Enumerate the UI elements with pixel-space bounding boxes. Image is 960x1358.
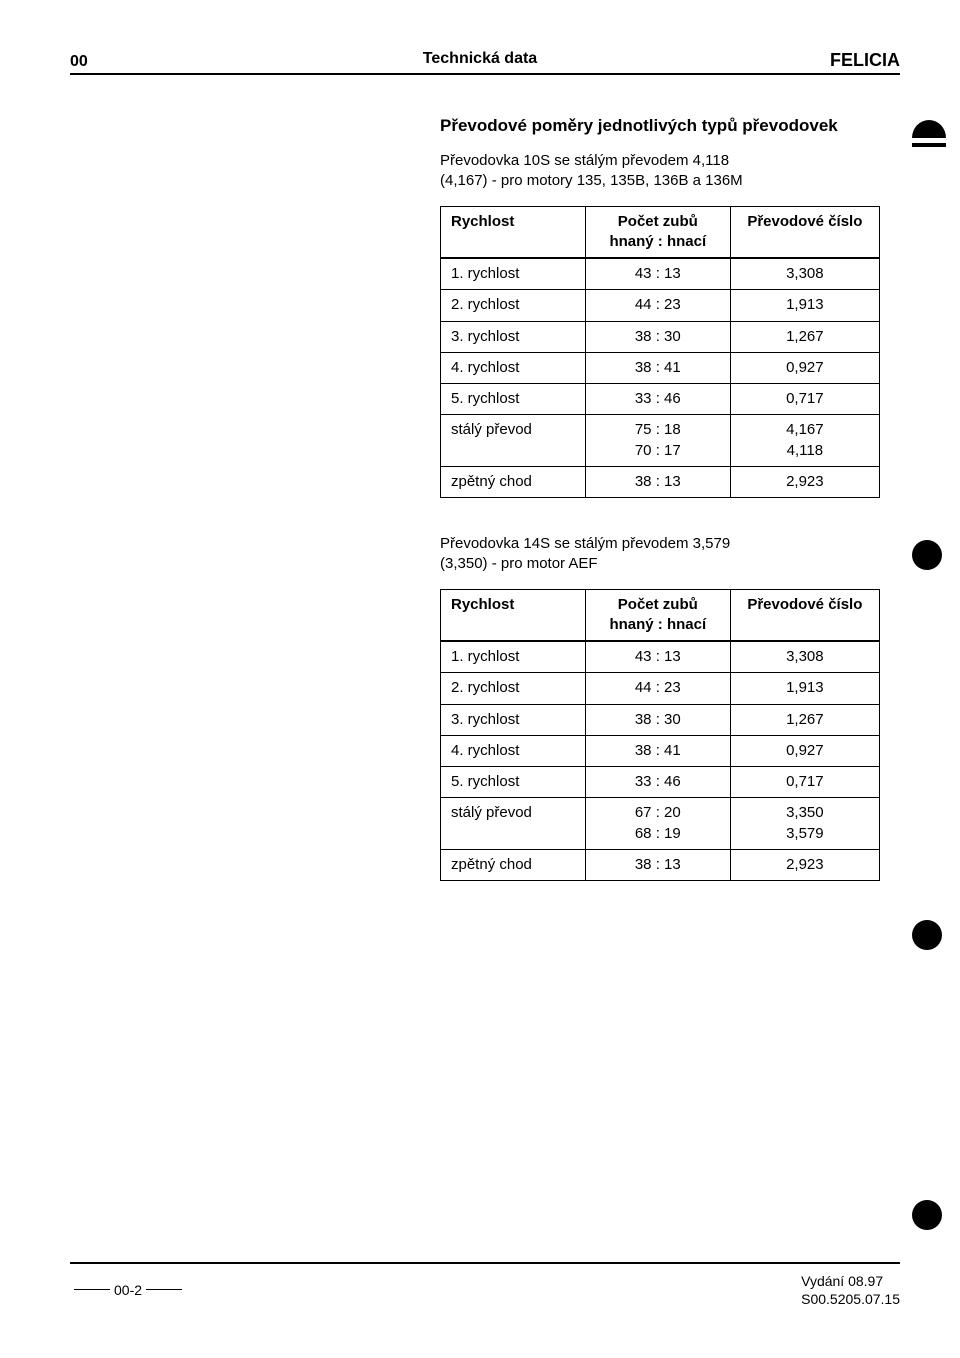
cell-pocet-zubu: 33 : 46 xyxy=(585,384,730,415)
cell-prevodove-cislo: 0,717 xyxy=(730,767,879,798)
cell-rychlost: zpětný chod xyxy=(441,466,586,497)
cell-rychlost: 4. rychlost xyxy=(441,352,586,383)
col-prevodove-cislo: Převodové číslo xyxy=(730,206,879,258)
gear-ratio-table-2: Rychlost Počet zubů hnaný : hnací Převod… xyxy=(440,589,880,882)
table-row: stálý převod75 : 1870 : 174,1674,118 xyxy=(441,415,880,467)
cell-rychlost: 2. rychlost xyxy=(441,290,586,321)
footer-rule xyxy=(70,1262,900,1264)
cell-prevodove-cislo: 0,927 xyxy=(730,735,879,766)
cell-rychlost: stálý převod xyxy=(441,798,586,850)
page-header: 00 Technická data FELICIA xyxy=(70,50,900,75)
cell-pocet-zubu: 38 : 30 xyxy=(585,321,730,352)
table-row: 2. rychlost44 : 231,913 xyxy=(441,290,880,321)
cell-pocet-zubu: 33 : 46 xyxy=(585,767,730,798)
table2-intro-line1: Převodovka 14S se stálým převodem 3,579 xyxy=(440,535,730,552)
main-content: Převodové poměry jednotlivých typů převo… xyxy=(440,115,880,881)
gear-ratio-table-1: Rychlost Počet zubů hnaný : hnací Převod… xyxy=(440,206,880,499)
cell-prevodove-cislo: 4,1674,118 xyxy=(730,415,879,467)
header-model: FELICIA xyxy=(830,50,900,71)
punch-hole-icon xyxy=(912,920,942,950)
col-pocet-zubu: Počet zubů hnaný : hnací xyxy=(585,206,730,258)
cell-prevodove-cislo: 1,267 xyxy=(730,321,879,352)
cell-pocet-zubu: 38 : 41 xyxy=(585,735,730,766)
table-row: 4. rychlost38 : 410,927 xyxy=(441,352,880,383)
table-row: 2. rychlost44 : 231,913 xyxy=(441,673,880,704)
cell-prevodove-cislo: 3,308 xyxy=(730,258,879,290)
cell-rychlost: 2. rychlost xyxy=(441,673,586,704)
table-row: 3. rychlost38 : 301,267 xyxy=(441,704,880,735)
table-header-row: Rychlost Počet zubů hnaný : hnací Převod… xyxy=(441,589,880,641)
table-row: zpětný chod38 : 132,923 xyxy=(441,466,880,497)
cell-prevodove-cislo: 3,308 xyxy=(730,641,879,673)
cell-prevodove-cislo: 2,923 xyxy=(730,466,879,497)
cell-pocet-zubu: 38 : 30 xyxy=(585,704,730,735)
binder-mark-underline xyxy=(912,143,946,147)
cell-pocet-zubu: 44 : 23 xyxy=(585,290,730,321)
footer-edition: Vydání 08.97 S00.5205.07.15 xyxy=(801,1272,900,1308)
table-row: 1. rychlost43 : 133,308 xyxy=(441,258,880,290)
cell-prevodove-cislo: 1,913 xyxy=(730,673,879,704)
cell-pocet-zubu: 75 : 1870 : 17 xyxy=(585,415,730,467)
cell-rychlost: stálý převod xyxy=(441,415,586,467)
table-row: 3. rychlost38 : 301,267 xyxy=(441,321,880,352)
table2-intro: Převodovka 14S se stálým převodem 3,579 … xyxy=(440,534,880,575)
page-footer: 00-2 Vydání 08.97 S00.5205.07.15 xyxy=(70,1262,900,1308)
col-pocet-zubu: Počet zubů hnaný : hnací xyxy=(585,589,730,641)
table-row: 5. rychlost33 : 460,717 xyxy=(441,384,880,415)
cell-rychlost: 1. rychlost xyxy=(441,258,586,290)
cell-pocet-zubu: 38 : 41 xyxy=(585,352,730,383)
cell-prevodove-cislo: 0,927 xyxy=(730,352,879,383)
cell-pocet-zubu: 43 : 13 xyxy=(585,641,730,673)
cell-prevodove-cislo: 3,3503,579 xyxy=(730,798,879,850)
table-row: 5. rychlost33 : 460,717 xyxy=(441,767,880,798)
table-row: 4. rychlost38 : 410,927 xyxy=(441,735,880,766)
cell-prevodove-cislo: 2,923 xyxy=(730,849,879,880)
cell-prevodove-cislo: 0,717 xyxy=(730,384,879,415)
punch-hole-icon xyxy=(912,540,942,570)
cell-rychlost: 3. rychlost xyxy=(441,321,586,352)
cell-pocet-zubu: 38 : 13 xyxy=(585,849,730,880)
table2-intro-line2: (3,350) - pro motor AEF xyxy=(440,555,598,572)
header-title: Technická data xyxy=(423,50,537,68)
cell-pocet-zubu: 43 : 13 xyxy=(585,258,730,290)
col-rychlost: Rychlost xyxy=(441,206,586,258)
header-section-number: 00 xyxy=(70,53,88,71)
table-row: 1. rychlost43 : 133,308 xyxy=(441,641,880,673)
section-title: Převodové poměry jednotlivých typů převo… xyxy=(440,115,880,137)
table-header-row: Rychlost Počet zubů hnaný : hnací Převod… xyxy=(441,206,880,258)
cell-rychlost: 5. rychlost xyxy=(441,767,586,798)
cell-prevodove-cislo: 1,913 xyxy=(730,290,879,321)
col-prevodove-cislo: Převodové číslo xyxy=(730,589,879,641)
col-rychlost: Rychlost xyxy=(441,589,586,641)
cell-pocet-zubu: 38 : 13 xyxy=(585,466,730,497)
cell-rychlost: 3. rychlost xyxy=(441,704,586,735)
table1-intro-line1: Převodovka 10S se stálým převodem 4,118 xyxy=(440,152,729,169)
cell-rychlost: 5. rychlost xyxy=(441,384,586,415)
cell-rychlost: zpětný chod xyxy=(441,849,586,880)
cell-pocet-zubu: 44 : 23 xyxy=(585,673,730,704)
cell-pocet-zubu: 67 : 2068 : 19 xyxy=(585,798,730,850)
footer-page-number: 00-2 xyxy=(70,1272,186,1308)
table-row: stálý převod67 : 2068 : 193,3503,579 xyxy=(441,798,880,850)
cell-rychlost: 1. rychlost xyxy=(441,641,586,673)
table1-intro-line2: (4,167) - pro motory 135, 135B, 136B a 1… xyxy=(440,172,743,189)
cell-rychlost: 4. rychlost xyxy=(441,735,586,766)
table1-intro: Převodovka 10S se stálým převodem 4,118 … xyxy=(440,151,880,192)
punch-hole-icon xyxy=(912,1200,942,1230)
table-row: zpětný chod38 : 132,923 xyxy=(441,849,880,880)
cell-prevodove-cislo: 1,267 xyxy=(730,704,879,735)
